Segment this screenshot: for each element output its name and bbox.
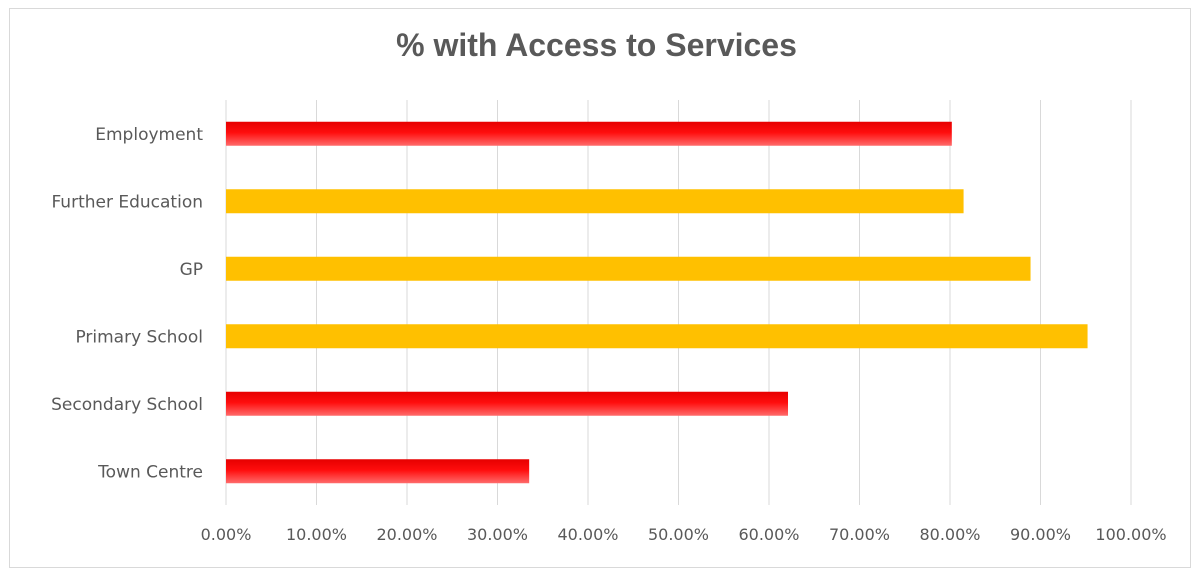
x-tick-label: 0.00% — [201, 525, 252, 544]
x-tick-label: 50.00% — [648, 525, 709, 544]
x-tick-label: 30.00% — [467, 525, 528, 544]
category-label: Further Education — [51, 192, 203, 212]
bar-secondary-school — [226, 391, 789, 416]
category-label: GP — [180, 260, 203, 280]
category-label: Primary School — [75, 327, 203, 347]
bar-town-centre — [226, 459, 530, 484]
x-tick-label: 20.00% — [376, 525, 437, 544]
x-tick-label: 10.00% — [286, 525, 347, 544]
chart-frame — [9, 8, 1191, 568]
bar-employment — [226, 121, 952, 146]
x-tick-label: 100.00% — [1095, 525, 1166, 544]
category-label: Employment — [95, 125, 203, 145]
x-tick-label: 60.00% — [738, 525, 799, 544]
bar-gp — [226, 256, 1031, 281]
bar-further-education — [226, 189, 964, 214]
chart-title: % with Access to Services — [396, 27, 797, 63]
x-tick-label: 80.00% — [919, 525, 980, 544]
category-label: Town Centre — [97, 462, 203, 482]
category-label: Secondary School — [51, 395, 203, 415]
x-tick-label: 90.00% — [1010, 525, 1071, 544]
category-labels: Employment Further Education GP Primary Sch… — [51, 125, 203, 483]
bars — [226, 121, 1088, 484]
x-tick-labels: 0.00% 10.00% 20.00% 30.00% 40.00% 50.00% 60.00… — [201, 525, 1167, 544]
x-tick-label: 70.00% — [829, 525, 890, 544]
x-tick-label: 40.00% — [557, 525, 618, 544]
gridlines — [225, 100, 1132, 505]
bar-primary-school — [226, 324, 1088, 349]
